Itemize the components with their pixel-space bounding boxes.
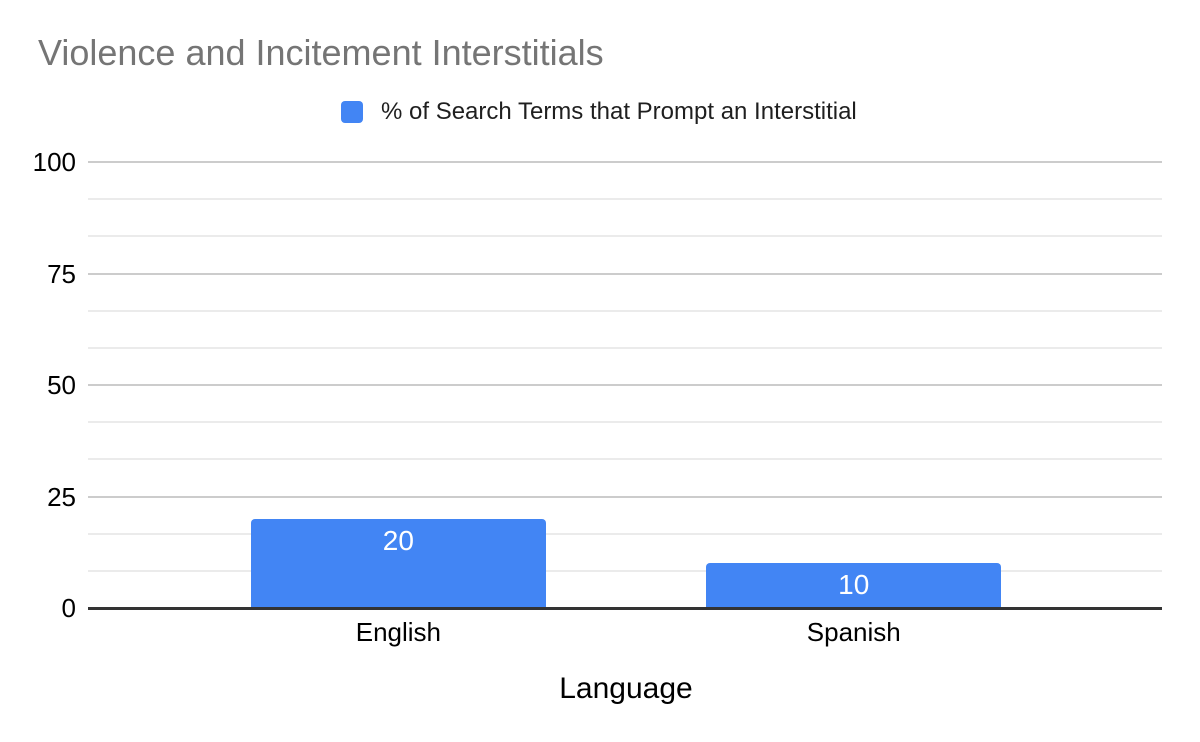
x-axis-category-label: Spanish xyxy=(806,617,901,647)
gridline-minor xyxy=(88,532,1162,535)
y-axis-tick-label: 0 xyxy=(61,593,76,623)
chart-title: Violence and Incitement Interstitials xyxy=(38,32,604,73)
legend-series-label: % of Search Terms that Prompt an Interst… xyxy=(381,98,857,125)
bar-value-label: 20 xyxy=(382,524,414,556)
gridline-major xyxy=(88,495,1162,498)
legend: % of Search Terms that Prompt an Interst… xyxy=(341,99,857,125)
legend-color-swatch-icon xyxy=(341,101,363,123)
gridline-major xyxy=(88,161,1162,163)
gridline-minor xyxy=(88,235,1162,238)
gridline-minor xyxy=(88,309,1162,312)
bar-english: 20 xyxy=(250,518,546,608)
gridline-minor xyxy=(88,346,1162,349)
gridline-major xyxy=(88,272,1162,275)
bar-spanish: 10 xyxy=(706,563,1002,608)
x-axis-category-label: English xyxy=(355,617,442,647)
bar-value-label: 10 xyxy=(838,569,870,601)
x-axis-title: Language xyxy=(559,672,693,705)
gridline-major xyxy=(88,384,1162,386)
y-axis-tick-label: 50 xyxy=(47,370,76,400)
gridline-minor xyxy=(88,198,1162,201)
gridline-minor xyxy=(88,458,1162,461)
x-axis-line xyxy=(88,607,1162,610)
y-axis-tick-label: 25 xyxy=(47,481,76,512)
y-axis-tick-label: 75 xyxy=(47,258,76,289)
gridline-minor xyxy=(88,569,1162,572)
gridline-minor xyxy=(88,421,1162,424)
y-axis-tick-label: 100 xyxy=(32,147,76,177)
